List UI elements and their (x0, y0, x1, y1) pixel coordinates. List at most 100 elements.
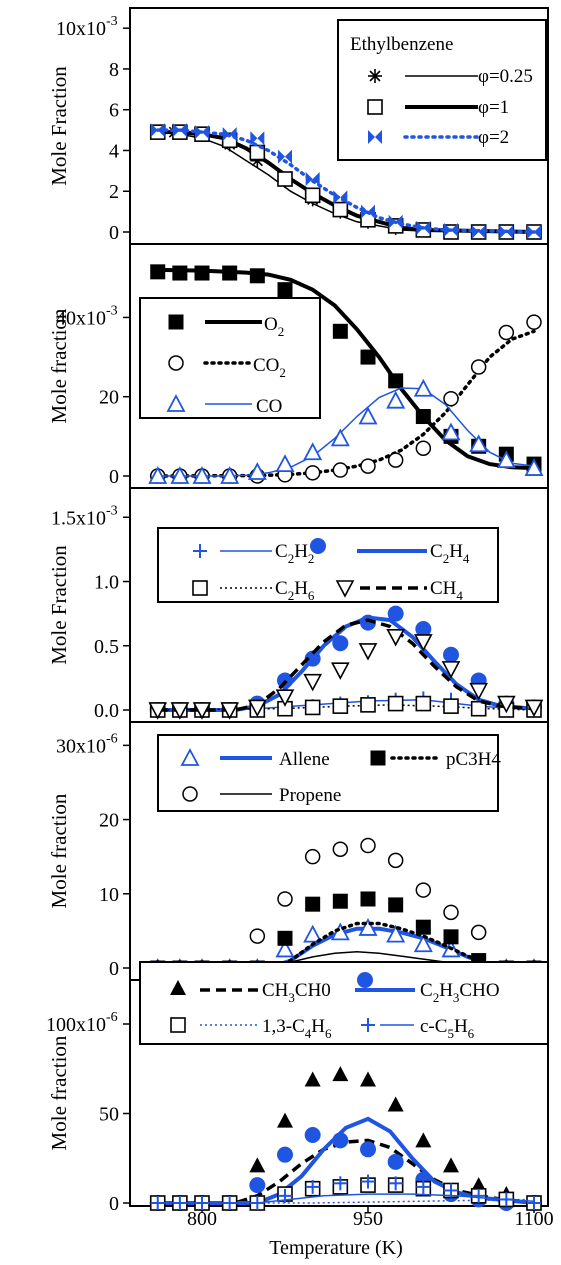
legend-label-c4h6: 1,3-C4H6 (262, 1016, 332, 1041)
legend-marker (168, 314, 184, 330)
y-tick-label: 0 (109, 1193, 119, 1215)
data-point (360, 349, 376, 365)
y-tick-label: 0 (109, 466, 119, 488)
data-point (469, 434, 489, 453)
data-point (332, 201, 349, 218)
data-point (441, 422, 461, 441)
data-point (148, 702, 168, 720)
legend-label: Propene (279, 785, 341, 806)
y-tick-label: 20 (99, 810, 119, 832)
legend-label: φ=2 (478, 127, 509, 148)
data-point (387, 605, 404, 622)
series-line (155, 329, 536, 478)
legend-marker (361, 1018, 375, 1032)
data-point (220, 702, 240, 720)
data-point (388, 897, 404, 913)
y-tick-label: 1.0 (94, 572, 119, 594)
data-point (496, 450, 516, 469)
x-tick-label: 950 (353, 1208, 383, 1230)
y-tick-label: 40x10 (56, 307, 106, 329)
data-point (360, 614, 376, 631)
series-cc5h6 (150, 1174, 541, 1210)
panel-3: 0.0 0.5 1.0 -31.5x10 Mole Fraction (47, 487, 549, 723)
data-point (277, 891, 293, 907)
data-point (496, 695, 516, 714)
data-point (443, 904, 459, 921)
data-point (415, 440, 432, 456)
data-point (524, 699, 544, 718)
y-tick-label: 100x10 (46, 1014, 106, 1036)
legend-marker (170, 980, 186, 995)
data-point (305, 1179, 320, 1194)
y-tick-exponent: -3 (106, 14, 118, 29)
x-axis: 800 950 1100 Temperature (K) (187, 1208, 554, 1259)
data-point (358, 643, 378, 661)
data-point (360, 1071, 376, 1087)
data-point (358, 406, 378, 425)
y-axis-label: Mole fraction (47, 308, 71, 423)
data-point (277, 930, 293, 946)
data-point (172, 265, 188, 281)
data-point (361, 204, 375, 219)
data-point (416, 1179, 431, 1194)
legend-marker (180, 748, 200, 766)
data-point (387, 1153, 404, 1170)
series-line (157, 618, 535, 712)
data-point (195, 125, 209, 140)
data-point (150, 264, 166, 280)
y-tick-label: 10 (99, 884, 119, 906)
data-point (249, 1157, 266, 1173)
data-point (443, 646, 459, 663)
data-point (330, 662, 350, 680)
data-point (303, 924, 323, 943)
data-point (275, 689, 295, 707)
data-point (415, 882, 432, 898)
data-point (499, 225, 514, 239)
x-tick-label: 800 (187, 1208, 217, 1230)
data-point (387, 452, 404, 468)
data-point (415, 695, 432, 712)
data-point (443, 929, 459, 945)
data-point (386, 628, 406, 647)
data-point (360, 891, 376, 907)
data-point (277, 1112, 293, 1128)
y-tick-label: 4 (109, 140, 119, 162)
data-point (360, 697, 376, 713)
data-point (303, 673, 323, 692)
legend-title: Ethylbenzene (350, 34, 453, 55)
y-tick-label: 6 (109, 100, 119, 122)
data-point (413, 934, 433, 953)
data-point (386, 390, 406, 409)
data-point (415, 621, 432, 638)
data-point (195, 1196, 209, 1210)
legend-label: φ=0.25 (478, 66, 533, 87)
data-point (332, 893, 348, 909)
data-point (249, 928, 266, 944)
y-axis-label: Mole fraction (47, 1035, 71, 1150)
data-point (277, 282, 293, 298)
x-tick-label: 1100 (514, 1208, 553, 1230)
series-2 (150, 123, 541, 239)
data-point (470, 359, 487, 375)
data-point (250, 131, 265, 146)
legend-marker-stroke (369, 70, 381, 82)
data-point (333, 1176, 348, 1191)
y-tick-label: 2 (109, 181, 119, 203)
y-tick-label: 0.0 (94, 700, 119, 722)
y-tick-label: 1.5x10 (51, 507, 106, 529)
legend-label: pC3H4 (446, 749, 501, 770)
data-point (444, 1183, 458, 1198)
y-tick-exponent: -3 (106, 503, 118, 518)
data-point (470, 924, 487, 941)
legend-marker (370, 750, 386, 766)
y-tick-label: 50 (99, 1104, 119, 1126)
legend-marker (193, 544, 207, 558)
y-tick-exponent: -3 (106, 303, 118, 318)
data-point (222, 127, 237, 142)
legend-marker (310, 538, 326, 554)
data-point (247, 699, 267, 718)
y-tick-label: 0 (109, 222, 119, 244)
